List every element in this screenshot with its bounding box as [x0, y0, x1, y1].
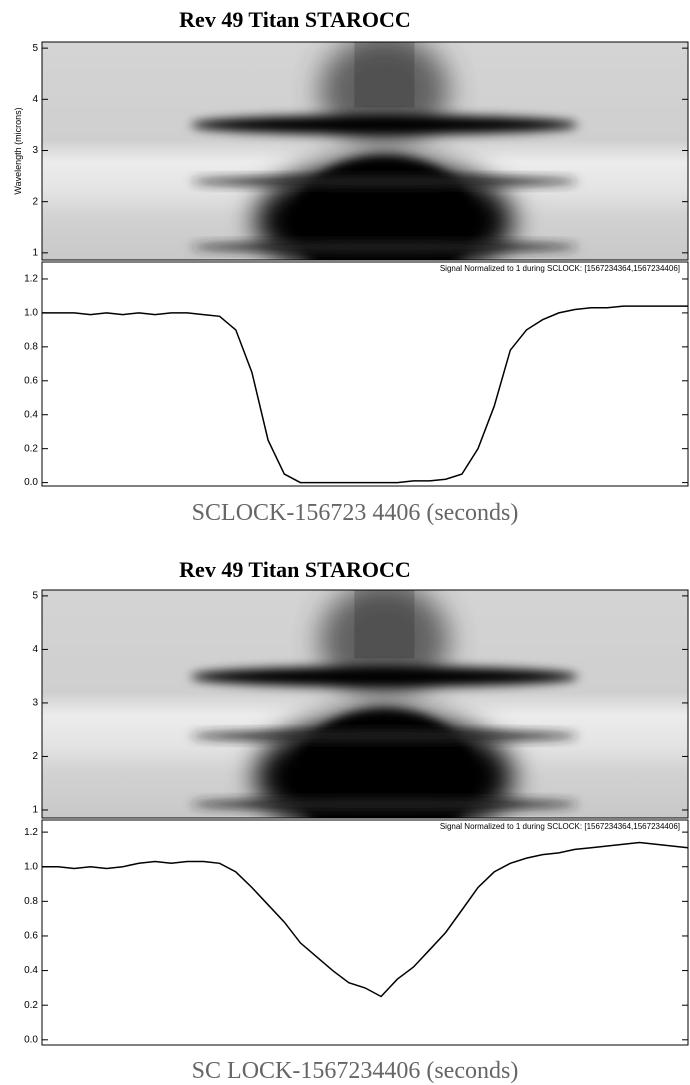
light-curve	[42, 305, 688, 484]
y-tick-label: 0.2	[24, 443, 38, 454]
spectrogram	[42, 590, 688, 818]
chart-title: Rev 49 Titan STAROCC	[179, 557, 411, 582]
annotation: Signal Normalized to 1 during SCLOCK: [1…	[440, 822, 680, 831]
spectrogram	[42, 42, 688, 260]
y-tick-label: 1.0	[24, 308, 38, 319]
chart-title: Rev 49 Titan STAROCC	[179, 7, 411, 32]
y-tick-label: 4	[32, 94, 38, 105]
light-curve	[42, 841, 689, 998]
y-tick-label: 0.0	[24, 1034, 38, 1045]
band-main	[190, 666, 579, 687]
plot-frame	[41, 589, 689, 819]
y-tick-label: 5	[32, 591, 38, 602]
y-tick-label: 5	[32, 43, 38, 54]
y-tick-label: 0.4	[24, 409, 38, 420]
x-axis-label: SCLOCK-156723 4406 (seconds)	[192, 500, 519, 526]
band-2	[190, 176, 579, 187]
y-tick-label: 3	[32, 145, 38, 156]
y-tick-label: 2	[32, 751, 38, 762]
y-tick-label: 4	[32, 644, 38, 655]
plot-frame	[41, 819, 689, 1046]
annotation: Signal Normalized to 1 during SCLOCK: [1…	[440, 264, 680, 273]
y-tick-label: 1	[32, 247, 38, 258]
y-tick-label: 0.2	[24, 1000, 38, 1011]
band-main	[190, 115, 579, 135]
y-tick-label: 0.4	[24, 965, 38, 976]
y-tick-label: 0.6	[24, 931, 38, 942]
y-tick-label: 1.2	[24, 274, 38, 285]
y-tick-label: 0.8	[24, 341, 38, 352]
x-axis-label: SC LOCK-1567234406 (seconds)	[192, 1058, 519, 1084]
y-tick-label: 0.0	[24, 477, 38, 488]
plot-frame	[41, 41, 689, 261]
column-noise	[354, 590, 415, 659]
column-noise	[354, 42, 415, 108]
y-axis-label: Wavelength (microns)	[13, 107, 23, 194]
band-3	[190, 241, 579, 253]
y-tick-label: 1.2	[24, 827, 38, 838]
y-tick-label: 0.6	[24, 375, 38, 386]
y-tick-label: 0.8	[24, 896, 38, 907]
y-tick-label: 2	[32, 196, 38, 207]
y-tick-label: 3	[32, 698, 38, 709]
band-2	[190, 730, 579, 742]
y-tick-label: 1.0	[24, 861, 38, 872]
plot-frame	[41, 261, 689, 487]
y-tick-label: 1	[32, 805, 38, 816]
band-3	[190, 798, 579, 811]
